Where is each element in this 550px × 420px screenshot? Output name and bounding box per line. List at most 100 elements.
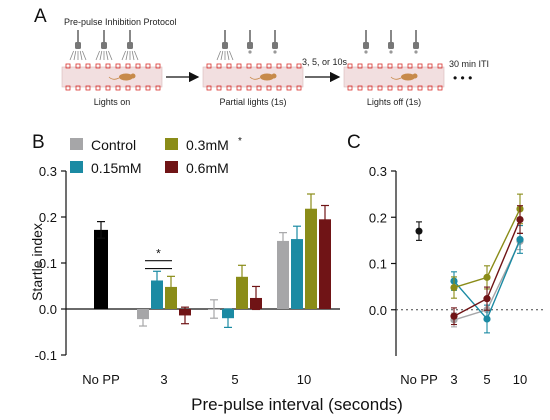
tray-dot [407,85,413,91]
tray-dot [236,85,242,91]
lamp-icon [413,30,419,54]
error-bar [252,285,260,311]
tray-dot [397,63,403,69]
legend-entry: Control [70,137,136,153]
tray-dot [75,63,81,69]
tray-dot [256,85,262,91]
tray-dot [347,63,353,69]
chart-c: 0.0 0.1 0.2 0.3 No PP 3 5 10 [369,164,545,387]
tray-dot [206,85,212,91]
tray-dot [256,63,262,69]
bar [305,208,317,309]
tray-dot [427,85,433,91]
stage-2: Partial lights (1s) [202,30,304,107]
y-tick-label: 0.0 [39,302,57,317]
tray-dot [387,85,393,91]
series-point [483,273,491,281]
panel-c-letter: C [347,132,361,153]
legend-swatch [165,138,178,150]
point-no-pp [415,227,423,235]
legend-label: 0.6mM [186,160,229,176]
tray-dot [135,63,141,69]
error-bar [321,204,329,234]
tray-dot [357,85,363,91]
y-tick-label: 0.2 [369,210,387,225]
series-point [450,312,458,320]
stage-label: Partial lights (1s) [219,97,286,107]
bar [319,219,331,309]
x-tick-label: 5 [231,372,238,387]
tray-dot [145,63,151,69]
ellipsis: • • • [453,71,472,85]
series-point [483,295,491,303]
y-tick-label: 0.1 [369,257,387,272]
tray-dot [236,63,242,69]
series-point [450,283,458,292]
tray [202,66,304,88]
tray-dot [65,85,71,91]
error-bar [293,225,301,253]
y-tick-label: 0.1 [39,256,57,271]
error-bar [139,311,147,327]
legend-entry: 0.15mM [70,160,142,176]
tray-dot [276,85,282,91]
mouse-icon [249,73,277,81]
tray-dot [105,63,111,69]
tray-dot [417,85,423,91]
lamp-icon [388,30,394,54]
tray-dot [85,63,91,69]
tray-dot [206,63,212,69]
tray-dot [95,85,101,91]
stage-label: Lights off (1s) [367,97,421,107]
legend-label: 0.3mM [186,137,229,153]
x-tick-label: No PP [82,372,120,387]
bar [151,280,163,309]
tray-dot [296,63,302,69]
tray-dot [246,85,252,91]
lamp-icon [95,30,113,61]
legend-swatch [165,161,178,173]
error-bar [181,306,189,325]
lamp-icon [247,30,253,54]
tray-dot [427,63,433,69]
tray-dot [226,85,232,91]
tray-dot [246,63,252,69]
tray-dot [75,85,81,91]
lamp-icon [69,30,87,61]
tray-dot [367,85,373,91]
y-tick-label: 0.2 [39,210,57,225]
x-tick-label: 5 [483,372,490,387]
tray-dot [387,63,393,69]
error-bar [153,270,161,291]
tray-dot [276,63,282,69]
tray-dot [135,85,141,91]
tray-dot [216,85,222,91]
legend-significance-mark: * [238,136,242,147]
lamp-icon [216,30,234,61]
tray-dot [286,63,292,69]
legend-label: Control [91,137,136,153]
tray-dot [407,63,413,69]
mouse-icon [108,73,136,81]
panel-a-letter: A [34,6,47,27]
tray-dot [115,63,121,69]
stage-3: Lights off (1s) [343,30,445,107]
tray-dot [417,63,423,69]
tray-dot [266,85,272,91]
tray-dot [437,85,443,91]
series-point [516,215,524,224]
tray-dot [347,85,353,91]
x-tick-label: 10 [513,372,527,387]
tray-dot [105,85,111,91]
legend: Control 0.3mM * 0.15mM 0.6mM [70,136,242,176]
error-bar [279,232,287,250]
error-bar [238,264,246,289]
significance-mark: * [156,247,161,261]
tray [343,66,445,88]
tray-dot [367,63,373,69]
legend-entry: 0.6mM [165,160,229,176]
error-bar [167,275,175,299]
error-bar [224,308,232,328]
tray-dot [266,63,272,69]
